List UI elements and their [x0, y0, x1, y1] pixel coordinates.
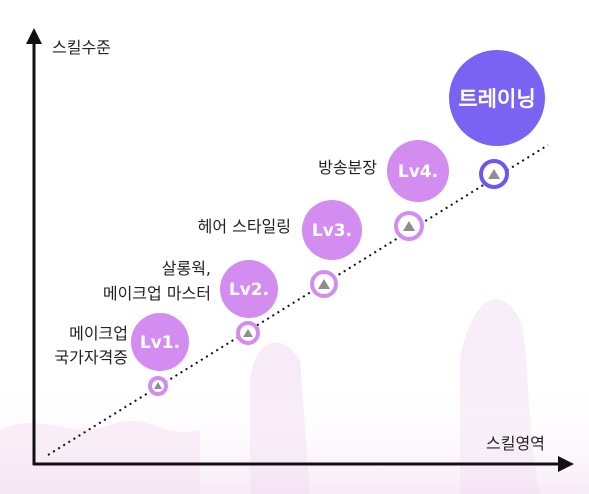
x-axis-label: 스킬영역 — [486, 434, 545, 453]
level-3-label: Lv3. — [312, 221, 352, 241]
level-4-group: 방송분장 Lv4. — [318, 140, 449, 241]
level-2-group: 살롱웍, 메이크업 마스터 Lv2. — [103, 259, 278, 345]
level-2-marker — [236, 321, 260, 345]
level-4-desc-line-1: 방송분장 — [318, 158, 377, 177]
level-1-label: Lv1. — [140, 333, 180, 353]
level-2-bubble — [220, 260, 278, 318]
level-1-desc-line-2: 국가자격증 — [54, 348, 128, 367]
triangle-up-icon — [318, 279, 330, 289]
level-3-bubble — [302, 200, 362, 260]
goal-group: 트레이닝 — [449, 50, 545, 189]
triangle-up-icon — [488, 169, 500, 179]
level-4-marker — [394, 211, 424, 241]
level-2-desc-line-1: 살롱웍, — [162, 259, 211, 278]
triangle-up-icon — [154, 382, 162, 389]
level-4-bubble — [387, 140, 449, 202]
level-4-label: Lv4. — [398, 162, 438, 182]
triangle-up-icon — [243, 329, 253, 337]
level-1-group: 메이크업 국가자격증 Lv1. — [54, 313, 189, 396]
y-axis-arrow-icon — [26, 28, 42, 44]
goal-marker — [479, 159, 509, 189]
x-axis-arrow-icon — [558, 456, 574, 472]
goal-label: 트레이닝 — [458, 87, 535, 111]
triangle-up-icon — [403, 221, 415, 231]
y-axis-label: 스킬수준 — [52, 38, 111, 57]
x-axis — [33, 456, 574, 472]
y-axis — [26, 28, 42, 465]
level-1-bubble — [131, 313, 189, 371]
background-decoration — [0, 299, 589, 494]
level-2-label: Lv2. — [229, 280, 269, 300]
trend-line — [47, 144, 549, 456]
level-3-group: 헤어 스타일링 Lv3. — [198, 200, 362, 298]
level-1-marker — [148, 376, 168, 396]
level-3-marker — [310, 270, 338, 298]
level-3-desc-line-1: 헤어 스타일링 — [198, 217, 291, 236]
level-2-desc-line-2: 메이크업 마스터 — [103, 284, 211, 303]
goal-bubble — [449, 50, 545, 146]
level-1-desc-line-1: 메이크업 — [69, 324, 128, 343]
